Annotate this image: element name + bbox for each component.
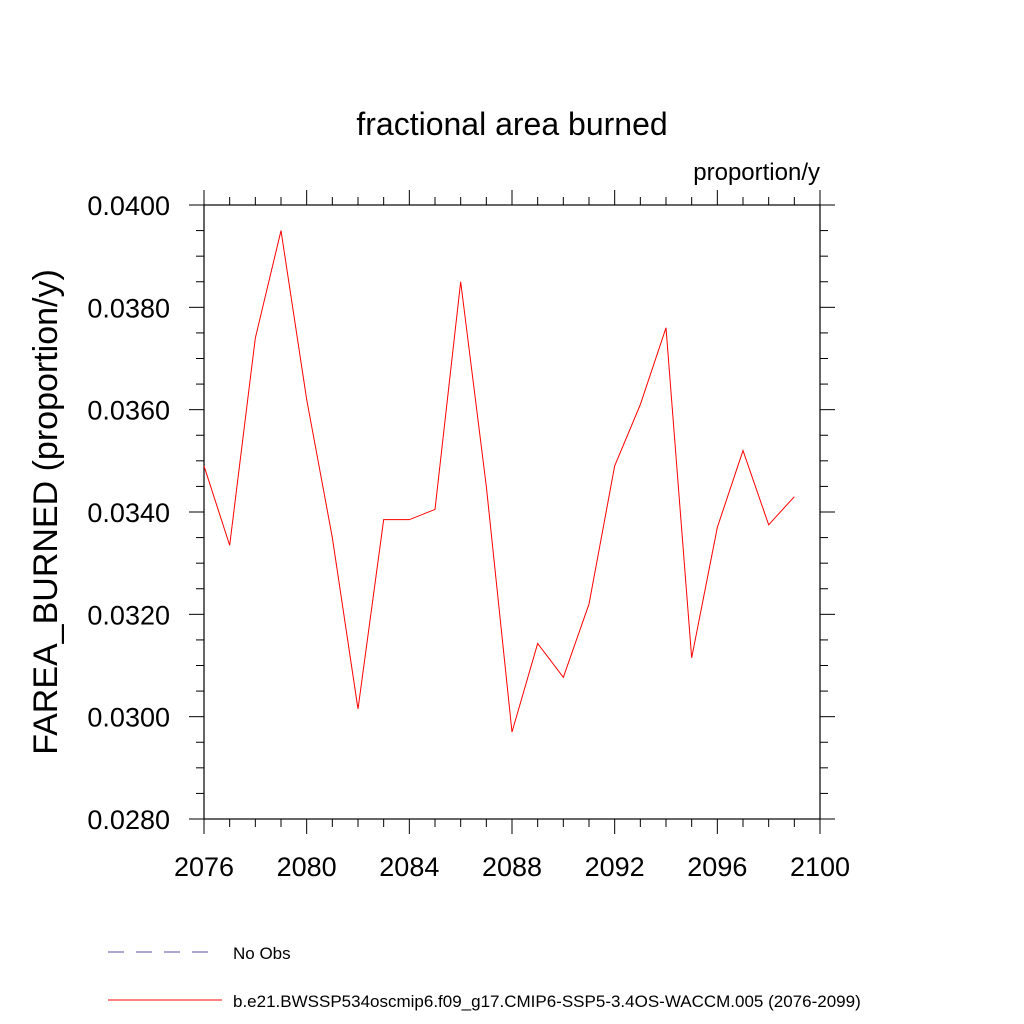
series-lines <box>203 230 795 733</box>
x-tick-label: 2084 <box>379 852 439 882</box>
y-tick-label: 0.0280 <box>87 805 170 835</box>
x-tick-label: 2096 <box>687 852 747 882</box>
series-line-1 <box>203 230 795 733</box>
y-tick-label: 0.0300 <box>87 703 170 733</box>
axis-ticks <box>189 190 835 834</box>
y-tick-label: 0.0360 <box>87 396 170 426</box>
y-tick-label: 0.0400 <box>87 191 170 221</box>
legend-label-no-obs: No Obs <box>233 944 291 963</box>
x-tick-label: 2092 <box>585 852 645 882</box>
legend: No Obs b.e21.BWSSP534oscmip6.f09_g17.CMI… <box>108 944 861 1011</box>
x-tick-label: 2088 <box>482 852 542 882</box>
x-tick-labels: 2076 2080 2084 2088 2092 2096 2100 <box>174 852 850 882</box>
x-tick-label: 2076 <box>174 852 234 882</box>
chart-title: fractional area burned <box>356 106 667 142</box>
y-tick-label: 0.0340 <box>87 498 170 528</box>
legend-label-model-run: b.e21.BWSSP534oscmip6.f09_g17.CMIP6-SSP5… <box>233 992 861 1011</box>
y-tick-label: 0.0380 <box>87 293 170 323</box>
units-label: proportion/y <box>693 159 820 186</box>
x-tick-label: 2100 <box>790 852 850 882</box>
y-tick-labels: 0.0280 0.0300 0.0320 0.0340 0.0360 0.0380 0.04… <box>87 191 170 835</box>
y-axis-label: FAREA_BURNED (proportion/y) <box>27 269 65 755</box>
y-tick-label: 0.0320 <box>87 600 170 630</box>
x-tick-label: 2080 <box>277 852 337 882</box>
plot-frame <box>203 204 821 820</box>
